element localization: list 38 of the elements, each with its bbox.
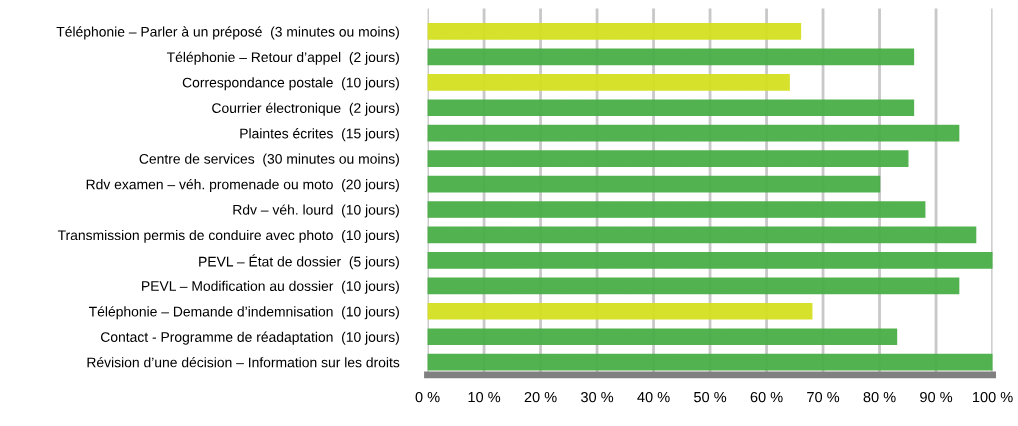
bar xyxy=(427,48,915,66)
y-tick-label: Rdv – véh. lourd (10 jours) xyxy=(233,204,399,218)
y-tick-label: Téléphonie – Parler à un préposé (3 minutes ou moins) xyxy=(56,26,399,40)
y-tick-label: Transmission permis de conduire avec photo (10 jours) xyxy=(57,229,399,243)
y-tick-label: Plaintes écrites (15 jours) xyxy=(240,128,399,142)
x-tick-label: 60 % xyxy=(750,391,783,403)
bar xyxy=(427,201,926,218)
bar xyxy=(427,150,909,167)
x-tick-label: 90 % xyxy=(920,391,953,403)
bar xyxy=(427,175,881,193)
bar xyxy=(427,302,813,320)
bar xyxy=(427,252,993,269)
x-tick-label: 10 % xyxy=(468,391,501,403)
y-tick-label: Rdv examen – véh. promenade ou moto (20 jours) xyxy=(86,178,399,193)
y-tick-label: Courrier électronique (2 jours) xyxy=(212,102,399,116)
bar xyxy=(427,124,960,142)
x-tick-label: 50 % xyxy=(694,391,727,403)
y-tick-label: Correspondance postale (10 jours) xyxy=(182,77,399,91)
y-tick-label: Téléphonie – Demande d’indemnisation (10 jours) xyxy=(88,306,399,320)
x-tick-label: 20 % xyxy=(524,391,557,403)
bar xyxy=(427,226,977,244)
x-tick-label: 30 % xyxy=(580,391,614,403)
y-tick-label: PEVL – Modification au dossier (10 jours) xyxy=(142,280,399,294)
y-tick-label: Révision d’une décision – Information sur les droits xyxy=(87,356,400,368)
x-tick-label: 0 % xyxy=(415,391,440,403)
bar xyxy=(427,73,790,91)
x-tick-label: 70 % xyxy=(807,391,840,403)
x-tick-label: 40 % xyxy=(637,391,670,403)
bar xyxy=(427,23,802,40)
bar xyxy=(427,277,960,295)
bar xyxy=(427,99,915,117)
y-tick-label: Téléphonie – Retour d’appel (2 jours) xyxy=(166,51,399,65)
bar xyxy=(427,328,898,346)
y-tick-label: PEVL – État de dossier (5 jours) xyxy=(199,254,399,270)
y-tick-label: Centre de services (30 minutes ou moins) xyxy=(139,153,399,167)
y-tick-label: Contact - Programme de réadaptation (10 jours) xyxy=(100,331,399,345)
x-tick-label: 100 % xyxy=(972,391,1013,403)
x-tick-label: 80 % xyxy=(863,391,896,403)
